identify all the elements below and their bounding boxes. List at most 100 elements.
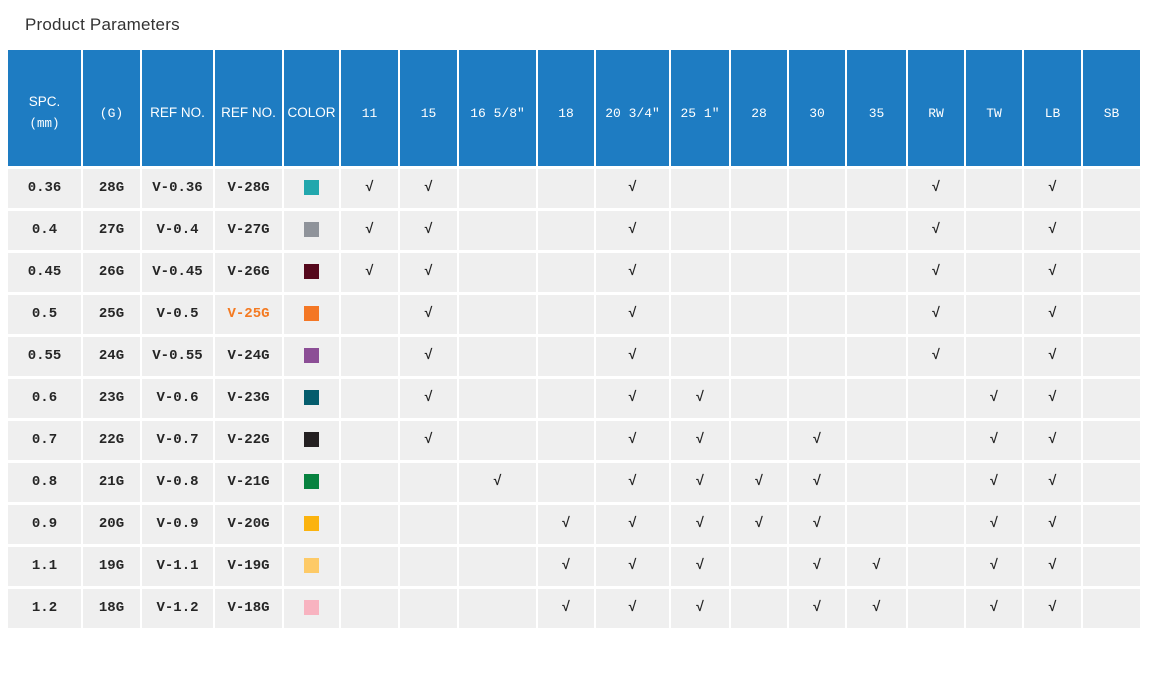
ref-no-cell: V-0.8	[141, 461, 215, 505]
empty-cell-15	[399, 461, 459, 505]
check-cell-30: √	[788, 503, 847, 547]
gauge-cell: 28G	[82, 167, 142, 211]
spc-cell: 0.5	[8, 293, 83, 337]
color-swatch	[304, 389, 319, 405]
column-header-11: 11	[340, 50, 400, 169]
empty-cell-25-1	[670, 167, 731, 211]
spc-cell: 0.8	[8, 461, 83, 505]
check-cell-25-1: √	[670, 377, 731, 421]
table-header: SPC. (mm) (G) REF NO. REF NO. COLOR 11 15 16 5/8…	[8, 50, 1140, 169]
column-header-30: 30	[788, 50, 847, 169]
gauge-cell: 20G	[82, 503, 142, 547]
empty-cell-sb	[1082, 251, 1140, 295]
check-cell-tw: √	[965, 461, 1024, 505]
ref-no-2-cell: V-23G	[214, 377, 284, 421]
check-cell-28: √	[730, 461, 789, 505]
column-header-label: RW	[928, 105, 944, 121]
color-cell	[283, 167, 341, 211]
empty-cell-16-5-8	[458, 293, 538, 337]
spc-cell: 1.2	[8, 587, 83, 631]
empty-cell-18	[537, 461, 596, 505]
check-cell-20-3-4: √	[595, 587, 671, 631]
check-cell-15: √	[399, 419, 459, 463]
empty-cell-15	[399, 503, 459, 547]
gauge-cell: 18G	[82, 587, 142, 631]
check-cell-25-1: √	[670, 545, 731, 589]
empty-cell-sb	[1082, 209, 1140, 253]
check-cell-lb: √	[1023, 251, 1083, 295]
empty-cell-11	[340, 503, 400, 547]
empty-cell-35	[846, 167, 908, 211]
empty-cell-28	[730, 587, 789, 631]
table-row-0-4: 0.4 27G V-0.4 V-27G √ √ √ √ √	[8, 209, 1140, 253]
empty-cell-16-5-8	[458, 251, 538, 295]
check-cell-20-3-4: √	[595, 251, 671, 295]
column-header-label: SPC.	[28, 94, 61, 110]
ref-no-cell: V-0.6	[141, 377, 215, 421]
empty-cell-30	[788, 335, 847, 379]
ref-no-2-cell: V-28G	[214, 167, 284, 211]
color-swatch	[304, 221, 319, 237]
column-header-16-5-8: 16 5/8″	[458, 50, 538, 169]
empty-cell-11	[340, 377, 400, 421]
page-title: Product Parameters	[25, 15, 180, 34]
check-cell-18: √	[537, 545, 596, 589]
check-cell-lb: √	[1023, 377, 1083, 421]
spc-cell: 0.4	[8, 209, 83, 253]
check-cell-20-3-4: √	[595, 209, 671, 253]
column-header-lb: LB	[1023, 50, 1083, 169]
check-cell-rw: √	[907, 251, 966, 295]
check-cell-tw: √	[965, 545, 1024, 589]
check-cell-15: √	[399, 167, 459, 211]
empty-cell-15	[399, 587, 459, 631]
ref-no-2-cell: V-18G	[214, 587, 284, 631]
color-swatch	[304, 305, 319, 321]
gauge-cell: 27G	[82, 209, 142, 253]
empty-cell-16-5-8	[458, 503, 538, 547]
table-row-0-9: 0.9 20G V-0.9 V-20G √ √ √ √ √ √ √	[8, 503, 1140, 547]
check-cell-20-3-4: √	[595, 503, 671, 547]
ref-no-cell: V-0.45	[141, 251, 215, 295]
empty-cell-sb	[1082, 461, 1140, 505]
ref-no-2-cell: V-19G	[214, 545, 284, 589]
column-header-label: (G)	[99, 105, 124, 121]
column-header-label: COLOR	[287, 104, 336, 120]
empty-cell-35	[846, 503, 908, 547]
column-header-label: REF NO.	[150, 104, 205, 120]
empty-cell-25-1	[670, 293, 731, 337]
ref-no-cell: V-0.5	[141, 293, 215, 337]
empty-cell-18	[537, 293, 596, 337]
column-header-15: 15	[399, 50, 459, 169]
empty-cell-18	[537, 335, 596, 379]
column-header-28: 28	[730, 50, 789, 169]
empty-cell-16-5-8	[458, 335, 538, 379]
gauge-cell: 23G	[82, 377, 142, 421]
table-row-0-5: 0.5 25G V-0.5 V-25G √ √ √ √	[8, 293, 1140, 337]
empty-cell-35	[846, 209, 908, 253]
color-cell	[283, 503, 341, 547]
color-swatch	[304, 347, 319, 363]
column-header-label: 11	[361, 105, 378, 121]
color-cell	[283, 461, 341, 505]
column-header-20-3-4: 20 3/4″	[595, 50, 671, 169]
empty-cell-30	[788, 209, 847, 253]
color-swatch	[304, 179, 319, 195]
check-cell-15: √	[399, 335, 459, 379]
color-cell	[283, 335, 341, 379]
check-cell-25-1: √	[670, 419, 731, 463]
color-swatch	[304, 263, 319, 279]
color-swatch	[304, 515, 319, 531]
empty-cell-tw	[965, 293, 1024, 337]
empty-cell-sb	[1082, 503, 1140, 547]
column-header-sublabel: (mm)	[29, 117, 60, 132]
check-cell-lb: √	[1023, 335, 1083, 379]
color-cell	[283, 251, 341, 295]
ref-no-2-cell: V-20G	[214, 503, 284, 547]
empty-cell-rw	[907, 503, 966, 547]
empty-cell-16-5-8	[458, 587, 538, 631]
column-header-18: 18	[537, 50, 596, 169]
check-cell-11: √	[340, 251, 400, 295]
product-parameters-table: SPC. (mm) (G) REF NO. REF NO. COLOR 11 15 16 5/8…	[8, 50, 1140, 631]
ref-no-2-cell: V-25G	[214, 293, 284, 337]
check-cell-tw: √	[965, 419, 1024, 463]
